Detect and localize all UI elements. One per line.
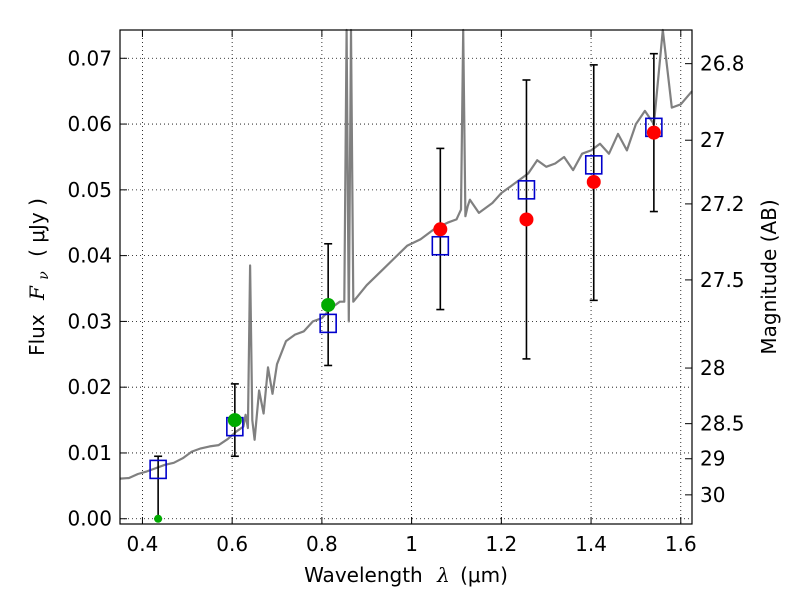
model-flux-square: [517, 180, 536, 200]
model-flux-square: [149, 459, 167, 480]
right-tick-label: 26.8: [700, 52, 745, 76]
right-tick-label: 28.5: [700, 412, 745, 436]
plot-frame: [119, 29, 693, 525]
grid-lines: [120, 30, 692, 524]
photometry-point: [646, 125, 661, 140]
right-tick-label: 30: [700, 483, 725, 507]
x-tick-label: 1.2: [485, 532, 517, 556]
x-tick-label: 1.6: [665, 532, 697, 556]
x-tick-label: 0.6: [216, 532, 248, 556]
x-tick-label: 1.4: [575, 532, 607, 556]
spectrum-line: [119, 28, 693, 480]
y-tick-label: 0.07: [67, 46, 112, 70]
x-tick-label: 0.8: [306, 532, 338, 556]
x-axis-unit: (μm): [460, 563, 508, 587]
x-axis-symbol: λ: [436, 563, 450, 587]
photometry-point: [433, 222, 448, 237]
marker-layer: [149, 117, 663, 523]
y-axis-label: Flux: [25, 314, 49, 356]
photometry-point: [227, 413, 242, 428]
model-flux-square: [584, 155, 603, 175]
ticks: 0.4 0.6 0.8 1 1.2 1.4 1.6 0.00 0.01 0.02 0.03 0.04 0…: [67, 30, 745, 556]
y-tick-label: 0.05: [67, 178, 112, 202]
y-axis-unit: ( μJy ): [25, 198, 49, 257]
right-tick-label: 27.5: [700, 268, 745, 292]
x-tick-label: 0.4: [127, 532, 159, 556]
y-tick-label: 0.03: [67, 309, 112, 333]
x-tick-label: 1: [405, 532, 418, 556]
photometry-point: [154, 514, 163, 523]
y-axis-title: Flux F ν ( μJy ): [25, 198, 53, 356]
right-tick-label: 28: [700, 356, 725, 380]
photometry-point: [586, 174, 601, 189]
right-tick-label: 27.2: [700, 192, 745, 216]
photometry-point: [519, 212, 534, 227]
photometry-point: [321, 297, 336, 312]
y-axis-subscript: ν: [36, 271, 52, 280]
right-tick-label: 29: [700, 447, 725, 471]
spectrum-layer: [119, 28, 693, 480]
y-tick-label: 0.01: [67, 441, 112, 465]
y-right-axis-title: Magnitude (AB): [757, 199, 781, 354]
model-flux-square: [431, 235, 450, 256]
y-tick-label: 0.06: [67, 112, 112, 136]
x-axis-title: Wavelength λ (μm): [304, 563, 508, 587]
model-flux-square: [319, 313, 337, 334]
x-axis-label: Wavelength: [304, 563, 423, 587]
y-tick-label: 0.00: [67, 507, 112, 531]
y-tick-label: 0.02: [67, 375, 112, 399]
plot-background: [120, 30, 692, 524]
y-axis-symbol: F: [25, 285, 49, 301]
right-tick-label: 27: [700, 128, 725, 152]
y-tick-label: 0.04: [67, 244, 112, 268]
